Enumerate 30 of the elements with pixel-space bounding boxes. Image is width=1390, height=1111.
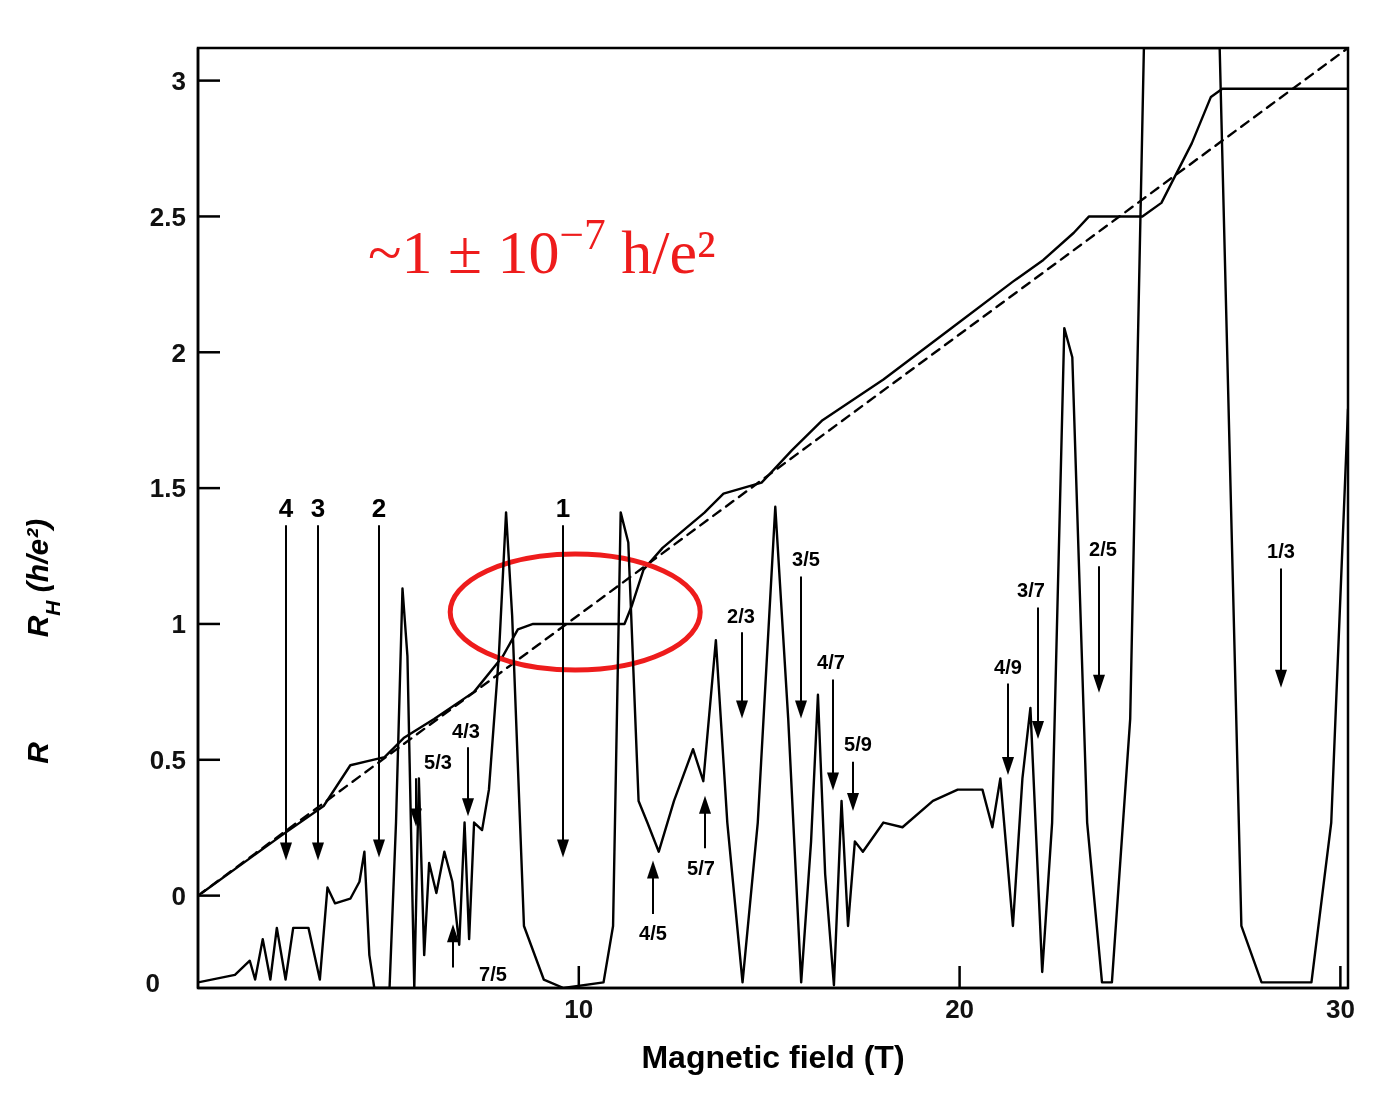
annotation: 4/5 bbox=[639, 921, 667, 944]
x-tick-label: 30 bbox=[1325, 994, 1355, 1025]
y-tick-label: 1.5 bbox=[149, 473, 186, 504]
annotation: 2/3 bbox=[727, 604, 755, 627]
annotation: 4/9 bbox=[994, 656, 1022, 679]
annotation: 2/5 bbox=[1089, 538, 1117, 561]
annotation: 3/7 bbox=[1017, 579, 1045, 602]
annotation: 1 bbox=[555, 493, 571, 524]
y-tick-label: 3 bbox=[171, 65, 186, 96]
annotation: 3/5 bbox=[792, 548, 820, 571]
annotation: 1/3 bbox=[1267, 540, 1295, 563]
y-tick-label: 1 bbox=[171, 609, 186, 640]
x-tick-label: 20 bbox=[945, 994, 975, 1025]
y-tick-label: 0.5 bbox=[149, 745, 186, 776]
y-tick-label: 2.5 bbox=[149, 201, 186, 232]
annotation: 4/3 bbox=[452, 720, 480, 743]
x-axis-title: Magnetic field (T) bbox=[641, 1039, 905, 1075]
annotation: 4 bbox=[278, 493, 294, 524]
annotation: 4/7 bbox=[817, 651, 845, 674]
x-tick-label: 10 bbox=[564, 994, 594, 1025]
y-tick-label: 0 bbox=[171, 880, 186, 911]
annotation: 5/7 bbox=[687, 856, 715, 879]
annotation: 3 bbox=[310, 493, 326, 524]
annotation: 2 bbox=[371, 493, 387, 524]
y-tick-label: 2 bbox=[171, 337, 186, 368]
annotation: 7/5 bbox=[479, 962, 507, 985]
annotation: ~1 ± 10$^{−7}$ h/e² bbox=[368, 210, 716, 286]
y-axis-title: R bbox=[21, 741, 54, 764]
annotation: 5/3 bbox=[424, 750, 452, 773]
annotation: 5/9 bbox=[844, 733, 872, 756]
